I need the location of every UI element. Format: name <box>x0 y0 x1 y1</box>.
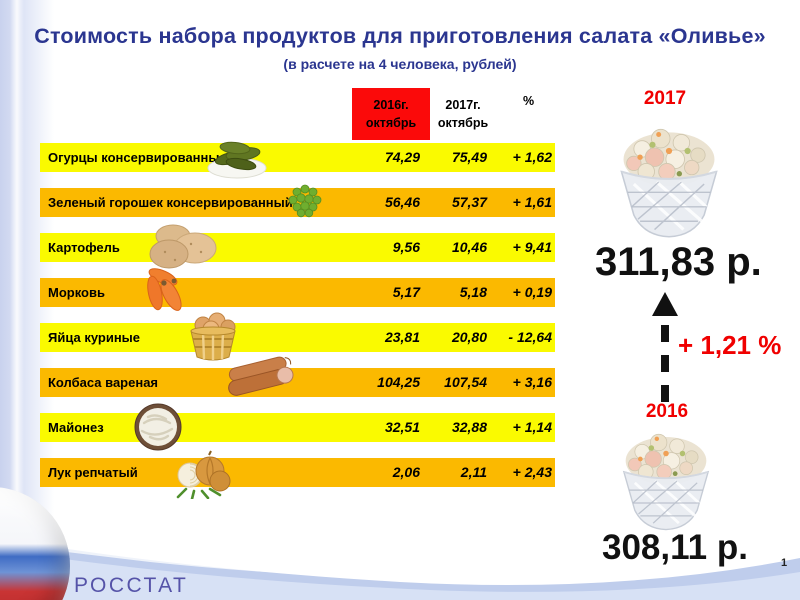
sausage-image <box>228 356 294 396</box>
value-2016: 104,25 <box>377 374 420 390</box>
mayonnaise-bowl-image <box>134 403 182 451</box>
value-percent: + 2,43 <box>512 464 552 480</box>
value-2016: 74,29 <box>384 149 420 165</box>
value-2016: 2,06 <box>392 464 420 480</box>
value-2017: 57,37 <box>451 194 487 210</box>
value-2017: 20,80 <box>451 329 487 345</box>
table-row: Яйца куриные 23,81 20,80 - 12,64 <box>40 312 555 361</box>
potatoes-image <box>149 224 217 269</box>
eggs-basket-image <box>190 312 236 361</box>
value-percent: + 0,19 <box>512 284 552 300</box>
value-2017: 2,11 <box>460 464 487 480</box>
carrots-image <box>147 268 182 311</box>
table-row: Лук репчатый 2,06 2,11 + 2,43 <box>40 450 555 499</box>
table-row: Картофель 9,56 10,46 + 9,41 <box>40 224 555 269</box>
row-label: Яйца куриные <box>48 330 141 345</box>
column-header-2017-year: 2017г. <box>445 97 481 112</box>
column-header-2016-year: 2016г. <box>373 97 409 112</box>
bottom-wave-decoration <box>0 530 800 600</box>
page-number: 1 <box>781 557 788 569</box>
value-percent: + 1,14 <box>512 419 552 435</box>
row-label: Майонез <box>48 420 104 435</box>
page-title: Стоимость набора продуктов для приготовл… <box>34 24 766 48</box>
rosstat-logo: РОССТАТ <box>74 574 189 597</box>
value-2017: 5,18 <box>459 284 487 300</box>
value-2016: 56,46 <box>384 194 420 210</box>
value-percent: + 1,62 <box>512 149 552 165</box>
total-price-2016: 308,11 р. <box>602 528 748 567</box>
table-row: Морковь 5,17 5,18 + 0,19 <box>40 268 555 311</box>
change-percent-label: + 1,21 % <box>678 330 782 360</box>
value-2016: 9,56 <box>392 239 420 255</box>
row-label: Картофель <box>48 240 120 255</box>
value-2017: 32,88 <box>451 419 487 435</box>
value-2016: 32,51 <box>384 419 420 435</box>
table-row: Майонез 32,51 32,88 + 1,14 <box>40 403 555 451</box>
russian-flag-sphere-icon <box>0 487 70 600</box>
product-table: Огурцы консервированные 74,29 75,49 + 1,… <box>40 141 555 503</box>
value-2016: 23,81 <box>384 329 420 345</box>
row-bar <box>40 413 555 442</box>
table-row: Колбаса вареная 104,25 107,54 + 3,16 <box>40 356 555 397</box>
column-header-2017: 2017г. октябрь <box>430 94 496 134</box>
pickles-image <box>207 141 267 179</box>
row-label: Морковь <box>48 285 105 300</box>
left-light-streak <box>10 0 24 600</box>
row-bar <box>40 458 555 487</box>
year-label-2016: 2016 <box>645 401 689 422</box>
value-2017: 107,54 <box>444 374 487 390</box>
row-bar <box>40 143 555 172</box>
value-percent: + 3,16 <box>512 374 552 390</box>
value-percent: + 9,41 <box>512 239 552 255</box>
row-bar <box>40 323 555 352</box>
table-row: Огурцы консервированные 74,29 75,49 + 1,… <box>40 141 555 179</box>
row-label: Зеленый горошек консервированный <box>48 195 293 210</box>
salad-bowl-2016-image <box>610 426 722 536</box>
page-subtitle: (в расчете на 4 человека, рублей) <box>283 56 517 72</box>
value-2017: 10,46 <box>451 239 487 255</box>
row-bar <box>40 368 555 397</box>
row-bar <box>40 233 555 262</box>
column-header-2016-month: октябрь <box>365 116 417 130</box>
dashed-up-arrow-icon <box>652 292 678 402</box>
green-peas-image <box>288 184 322 218</box>
value-percent: + 1,61 <box>512 194 552 210</box>
onions-image <box>176 450 231 499</box>
row-label: Огурцы консервированные <box>48 150 227 165</box>
column-header-2017-month: октябрь <box>437 116 489 130</box>
row-bar <box>40 278 555 307</box>
value-percent: - 12,64 <box>508 329 552 345</box>
column-header-percent: % <box>522 94 535 108</box>
column-header-2016: 2016г. октябрь <box>352 88 430 140</box>
total-price-2017: 311,83 р. <box>595 240 762 284</box>
salad-bowl-2017-image <box>606 120 732 244</box>
value-2016: 5,17 <box>392 284 420 300</box>
value-2017: 75,49 <box>451 149 487 165</box>
row-label: Лук репчатый <box>48 465 138 480</box>
row-label: Колбаса вареная <box>48 375 159 390</box>
year-label-2017: 2017 <box>643 88 687 109</box>
table-row: Зеленый горошек консервированный 56,46 5… <box>40 184 555 218</box>
